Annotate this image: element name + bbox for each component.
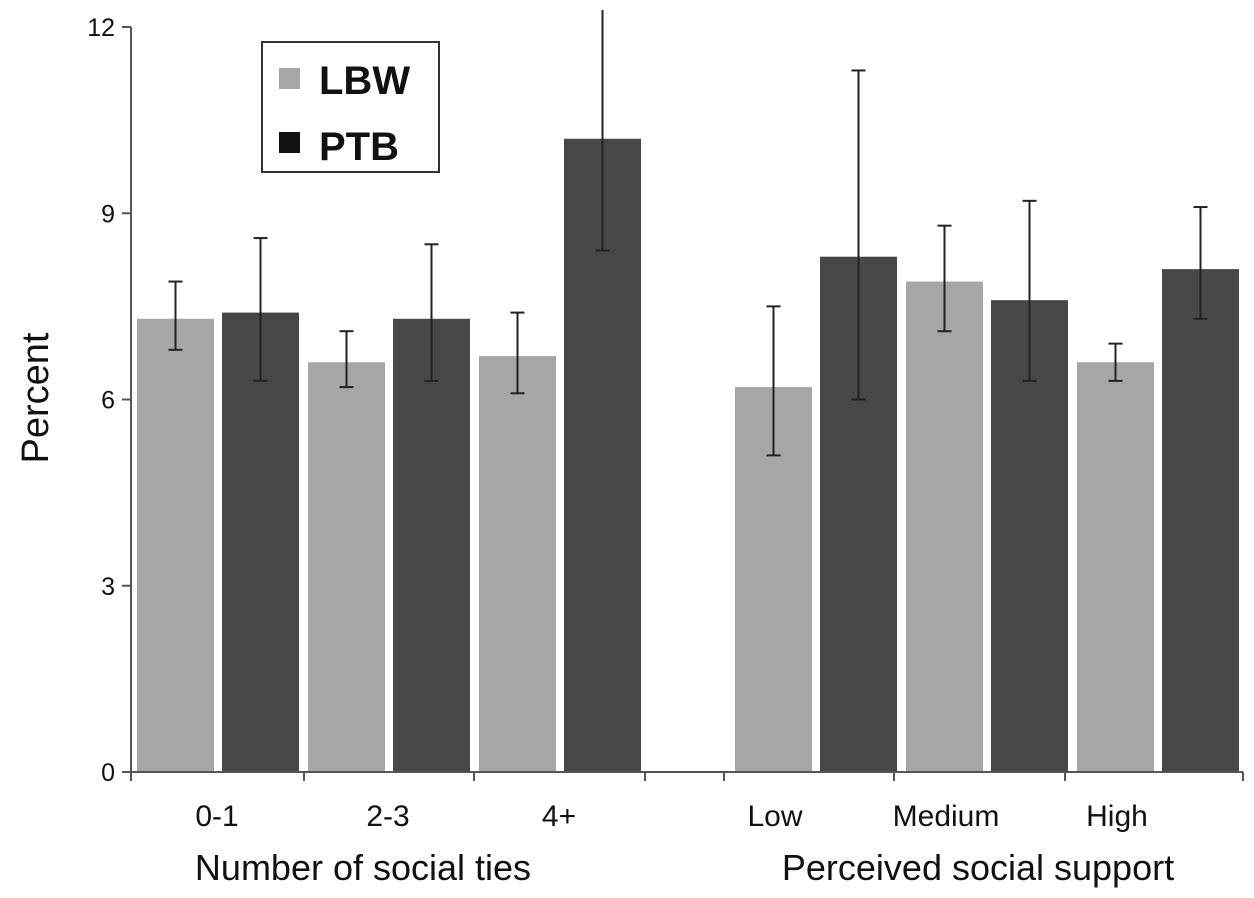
y-ticks: 0 3 6 9 12	[87, 14, 131, 787]
y-axis-title: Percent	[15, 332, 57, 463]
error-bar-ptb-2-3	[424, 243, 439, 382]
bar-lbw-0-1	[137, 318, 214, 772]
bar-lbw-medium	[906, 281, 983, 772]
error-bar-lbw-0-1	[168, 280, 183, 351]
x-category-label: Low	[747, 800, 802, 833]
y-tick-label: 0	[101, 759, 115, 787]
error-bar-ptb-low	[851, 69, 866, 401]
error-bar-ptb-medium	[1022, 199, 1037, 382]
y-tick-label: 12	[87, 14, 115, 42]
y-tick-label: 3	[101, 573, 115, 601]
x-category-label: 2-3	[366, 800, 409, 833]
x-category-label: High	[1086, 800, 1148, 833]
x-labels: 0-1 2-3 4+ Number of social ties Low Medium Hi…	[195, 800, 1174, 888]
bar-lbw-2-3	[308, 362, 385, 772]
error-bar-lbw-medium	[937, 224, 952, 333]
y-tick-label: 6	[101, 387, 115, 415]
error-bar-lbw-4+	[510, 311, 525, 395]
x-group-label: Number of social ties	[195, 847, 531, 888]
error-bar-ptb-4+	[595, 10, 610, 252]
x-group-label: Perceived social support	[782, 847, 1174, 888]
bar-ptb-0-1	[222, 312, 299, 772]
legend-label-lbw: LBW	[319, 59, 410, 103]
legend-swatch-lbw	[279, 68, 300, 89]
error-bar-ptb-high	[1193, 206, 1208, 320]
bars-layer	[137, 138, 1239, 772]
error-bar-lbw-2-3	[339, 330, 354, 389]
error-bar-lbw-high	[1108, 342, 1123, 382]
legend-label-ptb: PTB	[319, 125, 399, 169]
error-bar-lbw-low	[766, 305, 781, 457]
legend: LBW PTB	[261, 41, 440, 173]
x-category-label: Medium	[893, 800, 1000, 833]
bar-ptb-high	[1162, 269, 1239, 772]
x-category-label: 0-1	[195, 800, 238, 833]
legend-swatch-ptb	[279, 132, 300, 153]
bar-ptb-2-3	[393, 318, 470, 772]
error-bar-ptb-0-1	[253, 237, 268, 382]
bar-lbw-4+	[479, 356, 556, 772]
y-tick-label: 9	[101, 200, 115, 228]
x-category-label: 4+	[542, 800, 576, 833]
error-bars-layer	[168, 10, 1208, 457]
bar-lbw-high	[1077, 362, 1154, 772]
